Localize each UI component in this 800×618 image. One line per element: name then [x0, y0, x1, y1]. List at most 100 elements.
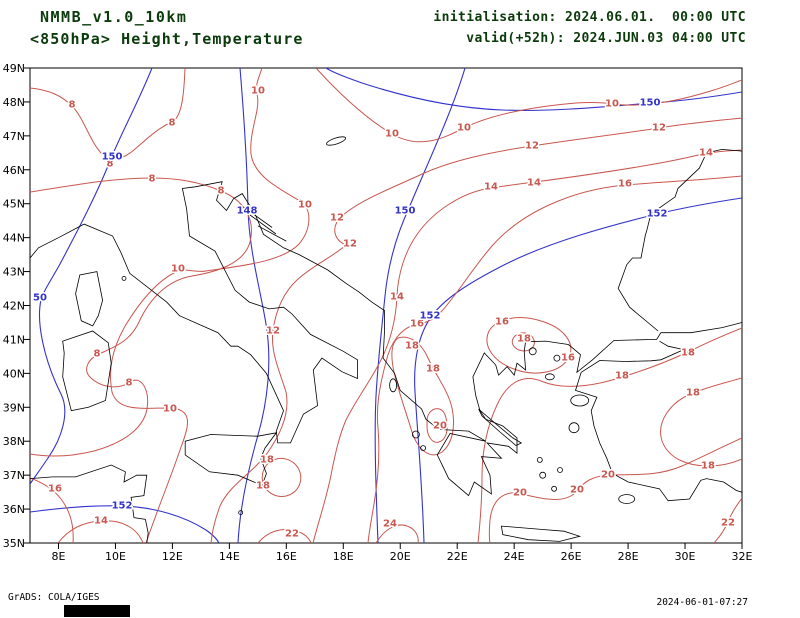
isotherm-16-aegean-loop: [486, 317, 572, 374]
coastline-north-africa: [30, 464, 149, 543]
temperature-contour-label: 8: [149, 174, 156, 185]
temperature-contour-label: 16: [410, 319, 424, 330]
temperature-contour-label: 14: [94, 516, 108, 527]
temperature-contour-label: 10: [457, 123, 471, 134]
temperature-contour-label: 8: [107, 159, 114, 170]
height-contour-label: 50: [33, 293, 47, 304]
isotherm-18-aegean-core: [511, 332, 535, 352]
temperature-contour-label: 16: [561, 353, 575, 364]
latitude-label: 40N: [3, 367, 25, 380]
valid-time: valid(+52h): 2024.JUN.03 04:00 UTC: [466, 31, 746, 46]
latitude-label: 37N: [3, 469, 25, 482]
temperature-contour-label: 22: [721, 518, 735, 529]
isotherm-20-southeast: [488, 437, 742, 543]
latitude-label: 42N: [3, 300, 25, 313]
isotherm-14: [312, 149, 742, 543]
coastline-italy-balkans-greece-turkey: [30, 181, 742, 497]
longitude-label: 30E: [675, 550, 696, 563]
latitude-label: 47N: [3, 130, 25, 143]
temperature-contour-label: 18: [686, 388, 700, 399]
latitude-label: 39N: [3, 401, 25, 414]
temperature-contour-label: 12: [330, 213, 344, 224]
isotherm-18-balkan: [477, 327, 742, 543]
coastline-anatolia: [574, 340, 742, 502]
height-contour-152-southwest: [30, 505, 220, 543]
height-contour-label: 152: [112, 501, 133, 512]
island-euboea: [478, 408, 523, 446]
temperature-contour-label: 12: [343, 239, 357, 250]
latitude-label: 45N: [3, 198, 25, 211]
latitude-label: 49N: [3, 62, 25, 75]
temperature-contour-label: 10: [171, 264, 185, 275]
isotherm-24-south: [375, 524, 419, 543]
temperature-contour-label: 20: [570, 485, 584, 496]
latitude-label: 35N: [3, 537, 25, 550]
map-canvas: 49N 48N 47N 46N 45N 44N 43N 42N 41N 40N 39N 38N 37N 3…: [3, 62, 753, 563]
island-sicily: [184, 432, 278, 486]
latitude-label: 48N: [3, 96, 25, 109]
island-corsica: [75, 271, 104, 327]
isotherm-14-africa: [57, 520, 144, 543]
height-contour-152-east: [414, 197, 742, 543]
temperature-contour-label: 20: [601, 470, 615, 481]
temperature-contour-label: 20: [433, 421, 447, 432]
temperature-contour-label: 18: [405, 341, 419, 352]
longitude-label: 28E: [618, 550, 639, 563]
model-name: NMMB_v1.0_10km: [40, 8, 188, 26]
temperature-contour-label: 14: [390, 292, 404, 303]
creation-timestamp: 2024-06-01-07:27: [656, 597, 748, 608]
temperature-contour-label: 10: [163, 404, 177, 415]
small-islands: [121, 136, 636, 516]
longitude-label: 24E: [504, 550, 525, 563]
height-contour-label: 150: [640, 98, 661, 109]
latitude-label: 41N: [3, 333, 25, 346]
island-crete: [500, 525, 582, 542]
temperature-contour-label: 8: [218, 186, 225, 197]
temperature-contour-label: 24: [383, 519, 397, 530]
temperature-labels: 8 8 8 8 8 8 8 10 10 10 10 10 10 10 12 12 12 12 12 14 14 14 14 1…: [47, 84, 737, 541]
islands-dalmatia: [243, 206, 287, 242]
temperature-contour-label: 18: [701, 461, 715, 472]
height-contour-148: [237, 68, 270, 543]
longitude-labels: 8E 10E 12E 14E 16E 18E 20E 22E 24E 26E 28E 30E 32E: [52, 550, 753, 563]
longitude-label: 26E: [561, 550, 582, 563]
height-contour-label: 150: [102, 152, 123, 163]
temperature-contour-label: 10: [385, 129, 399, 140]
height-contour-label: 150: [395, 206, 416, 217]
temperature-contour-label: 18: [426, 364, 440, 375]
isotherm-18-sicily-loop: [261, 457, 302, 497]
temperature-contour-label: 14: [484, 182, 498, 193]
temperature-contour-label: 12: [525, 141, 539, 152]
isotherm-18-ionian-tongue: [391, 336, 455, 456]
longitude-label: 32E: [732, 550, 753, 563]
longitude-label: 12E: [162, 550, 183, 563]
isotherm-8-northwest: [30, 68, 186, 160]
isotherm-10-north: [315, 68, 742, 143]
isotherm-16-africa: [30, 477, 74, 543]
temperature-contour-label: 18: [615, 371, 629, 382]
latitude-labels: 49N 48N 47N 46N 45N 44N 43N 42N 41N 40N 39N 38N 37N 3…: [3, 62, 25, 550]
temperature-contour-label: 22: [285, 529, 299, 540]
height-contour-150-central: [374, 68, 466, 543]
temperature-contour-label: 8: [126, 378, 133, 389]
longitude-label: 14E: [219, 550, 240, 563]
longitude-label: 10E: [105, 550, 126, 563]
latitude-label: 44N: [3, 232, 25, 245]
temperature-contours: [30, 68, 742, 543]
temperature-contour-label: 10: [251, 86, 265, 97]
height-contour-label: 148: [237, 206, 258, 217]
isotherm-8-west: [30, 177, 252, 457]
isotherm-22-south: [257, 529, 312, 543]
isotherm-22-corner: [713, 497, 742, 543]
isotherm-16: [367, 175, 742, 543]
temperature-contour-label: 18: [260, 455, 274, 466]
temperature-contour-label: 14: [527, 178, 541, 189]
latitude-label: 38N: [3, 435, 25, 448]
temperature-contour-label: 18: [517, 334, 531, 345]
longitude-label: 16E: [276, 550, 297, 563]
temperature-contour-label: 18: [681, 348, 695, 359]
temperature-contour-label: 16: [495, 317, 509, 328]
isotherm-12: [210, 117, 742, 543]
